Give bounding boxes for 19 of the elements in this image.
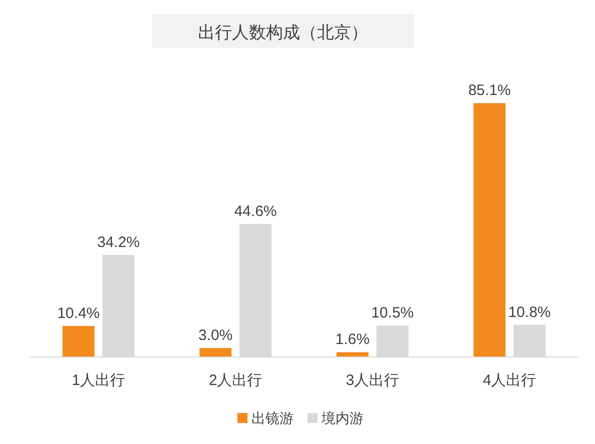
data-label: 10.8% <box>508 304 551 321</box>
x-tick-label: 4人出行 <box>482 372 536 389</box>
legend-label: 出镜游 <box>252 410 294 426</box>
bar <box>336 352 368 357</box>
data-label: 85.1% <box>468 82 511 100</box>
data-label: 3.0% <box>198 327 233 344</box>
data-label: 10.5% <box>371 304 414 322</box>
x-tick-label: 3人出行 <box>346 372 400 389</box>
data-label: 1.6% <box>335 331 370 348</box>
bar <box>200 348 232 357</box>
legend-label: 境内游 <box>320 410 364 426</box>
x-tick-label: 2人出行 <box>208 372 262 389</box>
bar <box>474 103 506 357</box>
chart-title: 出行人数构成（北京） <box>198 23 368 42</box>
x-tick-label: 1人出行 <box>72 372 126 389</box>
bar <box>62 326 94 357</box>
data-label: 34.2% <box>97 234 140 251</box>
data-label: 10.4% <box>57 304 100 322</box>
data-label: 44.6% <box>234 202 277 220</box>
